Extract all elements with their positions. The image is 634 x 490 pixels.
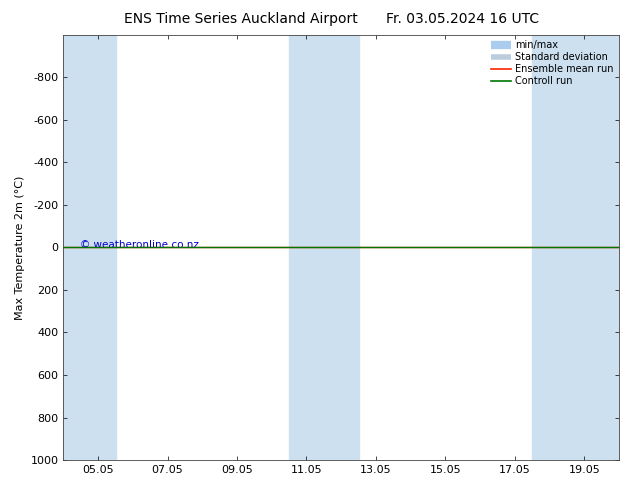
Bar xyxy=(532,35,619,460)
Text: © weatheronline.co.nz: © weatheronline.co.nz xyxy=(80,240,199,250)
Y-axis label: Max Temperature 2m (°C): Max Temperature 2m (°C) xyxy=(15,175,25,319)
Text: Fr. 03.05.2024 16 UTC: Fr. 03.05.2024 16 UTC xyxy=(386,12,540,26)
Legend: min/max, Standard deviation, Ensemble mean run, Controll run: min/max, Standard deviation, Ensemble me… xyxy=(488,37,617,90)
Bar xyxy=(289,35,359,460)
Text: ENS Time Series Auckland Airport: ENS Time Series Auckland Airport xyxy=(124,12,358,26)
Bar xyxy=(63,35,115,460)
